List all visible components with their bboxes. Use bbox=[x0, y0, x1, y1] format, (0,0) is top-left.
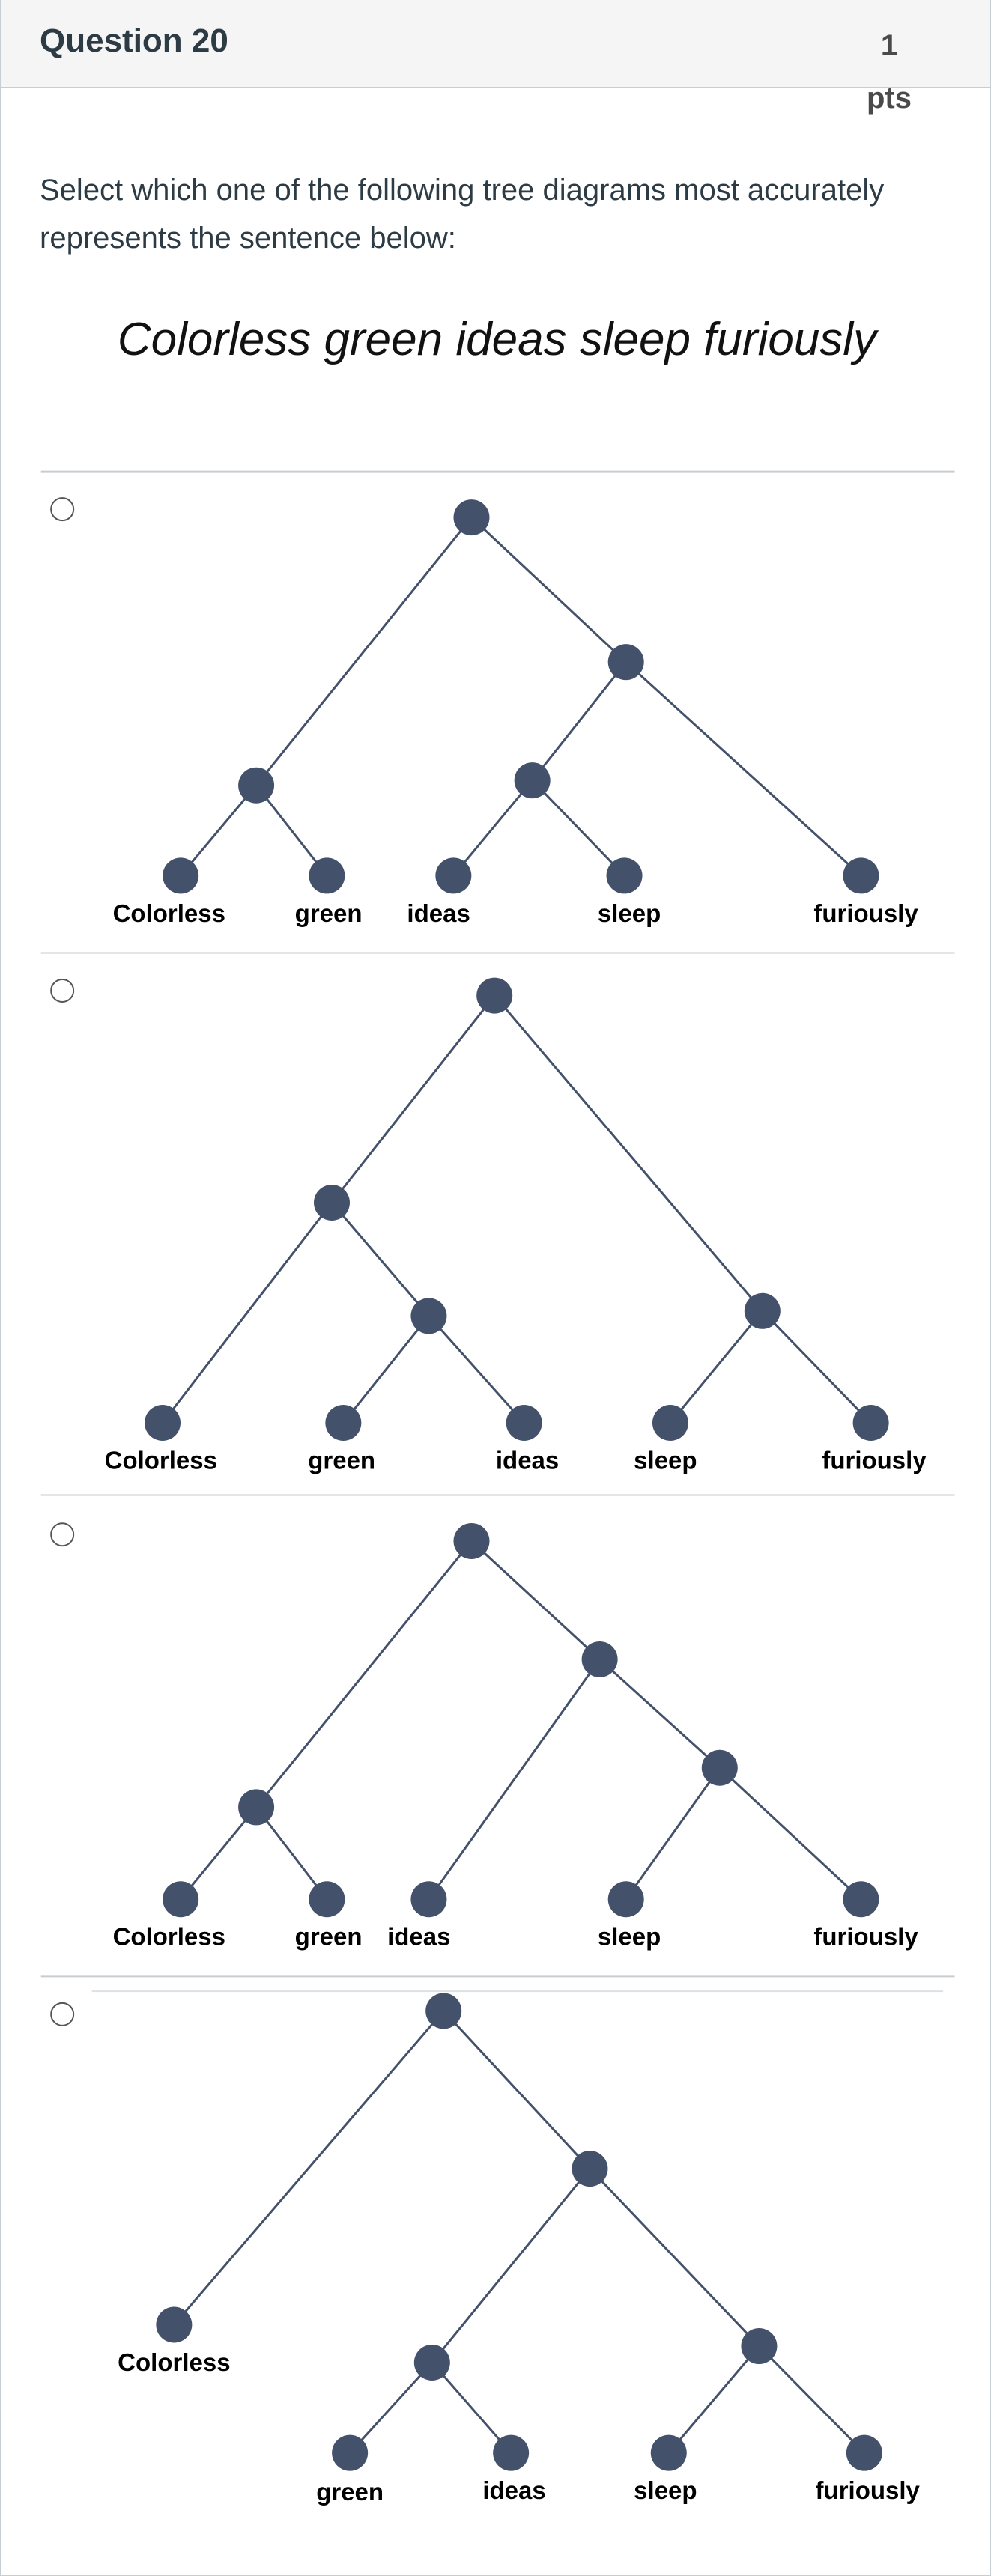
tree-edge bbox=[431, 2168, 591, 2363]
tree-edge bbox=[161, 1202, 333, 1424]
tree-node bbox=[332, 2434, 369, 2471]
tree-node bbox=[493, 2434, 530, 2471]
tree-node bbox=[163, 1881, 199, 1918]
word-label: furiously bbox=[813, 899, 918, 927]
word-label: Colorless bbox=[113, 1923, 225, 1951]
tree-edge bbox=[443, 2010, 591, 2170]
tree-edge bbox=[342, 1315, 430, 1424]
tree-edge bbox=[431, 2361, 512, 2454]
question-header: Question 20 1 pts bbox=[1, 0, 990, 115]
tree-edge bbox=[470, 1540, 601, 1661]
word-label: green bbox=[295, 899, 363, 927]
tree-node bbox=[741, 2328, 778, 2365]
question-title: Question 20 bbox=[40, 22, 228, 59]
word-label: furiously bbox=[822, 1446, 927, 1474]
tree-node bbox=[410, 1881, 447, 1918]
tree-edge bbox=[531, 780, 625, 877]
word-label: green bbox=[295, 1923, 363, 1951]
tree-node bbox=[238, 1789, 275, 1826]
word-label: ideas bbox=[482, 2476, 545, 2504]
example-sentence: Colorless green ideas sleep furiously bbox=[117, 314, 877, 365]
tree-node bbox=[410, 1298, 447, 1334]
tree-node bbox=[572, 2151, 608, 2187]
word-label: sleep bbox=[598, 899, 661, 927]
word-label: ideas bbox=[407, 899, 470, 927]
tree-edge bbox=[349, 2361, 433, 2454]
tree-node bbox=[843, 1881, 879, 1918]
tree-node bbox=[606, 857, 643, 894]
tree-node bbox=[238, 767, 275, 804]
tree-edge bbox=[330, 994, 496, 1203]
radio-button[interactable] bbox=[50, 978, 75, 1003]
tree-node bbox=[313, 1185, 350, 1221]
tree-edge bbox=[598, 1658, 721, 1769]
tree-node bbox=[607, 1881, 644, 1918]
tree-node bbox=[846, 2434, 882, 2471]
tree-edge bbox=[758, 2345, 865, 2454]
question-prompt: Select which one of the following tree d… bbox=[40, 174, 885, 255]
tree-edge bbox=[173, 2010, 445, 2326]
tree-edge bbox=[589, 2168, 760, 2348]
tree-node bbox=[325, 1405, 362, 1442]
tree-node bbox=[652, 1405, 688, 1442]
radio-button[interactable] bbox=[50, 2002, 75, 2026]
tree-edge bbox=[330, 1202, 430, 1317]
tree-edge bbox=[667, 2345, 760, 2454]
tree-node bbox=[145, 1405, 181, 1442]
radio-button[interactable] bbox=[50, 1522, 75, 1547]
tree-node bbox=[453, 499, 490, 536]
tree-node bbox=[435, 857, 472, 894]
tree-edge bbox=[625, 1767, 721, 1901]
tree-edge bbox=[470, 517, 627, 663]
word-label: sleep bbox=[634, 1446, 697, 1474]
tree-node bbox=[514, 762, 551, 799]
tree-edge bbox=[761, 1310, 872, 1424]
tree-node bbox=[163, 857, 199, 894]
tree-edge bbox=[428, 1315, 525, 1424]
tree-node bbox=[309, 857, 345, 894]
word-label: Colorless bbox=[118, 2348, 230, 2376]
word-label: ideas bbox=[496, 1446, 559, 1474]
word-label: furiously bbox=[816, 2476, 921, 2504]
tree-node bbox=[309, 1881, 345, 1918]
tree-node bbox=[701, 1749, 738, 1786]
tree-edge bbox=[718, 1767, 862, 1901]
tree-node bbox=[581, 1641, 618, 1677]
tree-node bbox=[413, 2344, 450, 2381]
tree-node bbox=[843, 857, 879, 894]
word-label: green bbox=[308, 1446, 375, 1474]
tree-node bbox=[852, 1405, 889, 1442]
tree-node bbox=[453, 1522, 490, 1559]
tree-node bbox=[744, 1292, 781, 1329]
word-label: ideas bbox=[387, 1923, 450, 1951]
tree-edge bbox=[255, 517, 473, 786]
word-label: Colorless bbox=[113, 899, 225, 927]
tree-edge bbox=[625, 661, 862, 877]
tree-edge bbox=[669, 1310, 763, 1424]
word-label: sleep bbox=[634, 2476, 697, 2504]
tree-edge bbox=[255, 1540, 473, 1808]
tree-edge bbox=[428, 1659, 601, 1901]
tree-node bbox=[650, 2434, 687, 2471]
tree-edge bbox=[452, 780, 533, 877]
tree-edge bbox=[255, 784, 328, 877]
tree-edge bbox=[255, 1806, 328, 1901]
question-points: 1 pts bbox=[867, 29, 912, 115]
word-label: sleep bbox=[598, 1923, 661, 1951]
tree-node bbox=[156, 2306, 193, 2343]
tree-edge bbox=[494, 994, 763, 1312]
tree-node bbox=[476, 977, 513, 1014]
word-label: furiously bbox=[813, 1923, 918, 1951]
word-label: green bbox=[316, 2478, 384, 2506]
tree-node bbox=[425, 1993, 462, 2029]
radio-button[interactable] bbox=[50, 497, 75, 522]
tree-node bbox=[506, 1405, 542, 1442]
tree-edge bbox=[179, 784, 258, 877]
tree-edge bbox=[531, 661, 627, 782]
tree-edge bbox=[179, 1806, 258, 1901]
word-label: Colorless bbox=[105, 1446, 217, 1474]
tree-node bbox=[607, 644, 644, 681]
